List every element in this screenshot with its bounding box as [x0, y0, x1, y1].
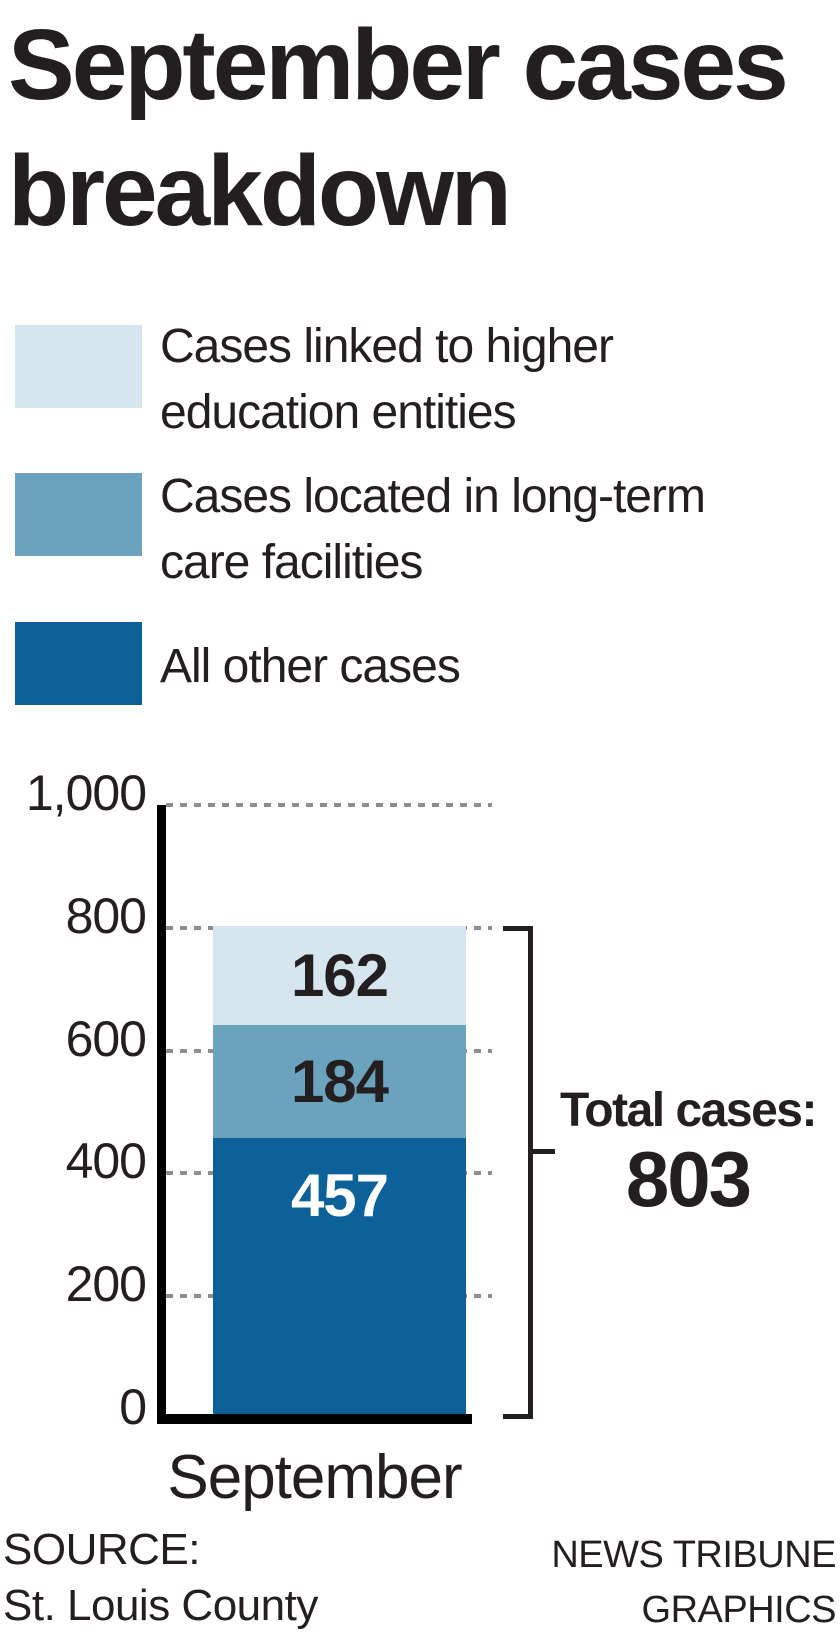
source-credit: SOURCE: St. Louis County — [3, 1522, 423, 1634]
y-axis-line — [157, 805, 166, 1424]
y-tick-label-600: 600 — [65, 1010, 147, 1067]
legend-swatch-higher-education — [15, 325, 142, 408]
legend-label-line: All other cases — [160, 640, 461, 693]
total-bracket-bottom — [503, 1414, 533, 1419]
y-tick-label-400: 400 — [65, 1133, 147, 1190]
legend-label-line: Cases located in long-term — [160, 470, 706, 523]
credit-line2: GRAPHICS — [641, 1589, 837, 1631]
graphics-credit: NEWS TRIBUNE GRAPHICS — [416, 1528, 836, 1638]
y-tick-label-0: 0 — [119, 1379, 147, 1435]
y-axis-tick-labels: 0 200 400 600 800 1,000 — [0, 0, 148, 1646]
total-bracket-tick — [528, 1149, 555, 1154]
x-axis-line — [157, 1414, 472, 1424]
y-tick-label-200: 200 — [65, 1256, 147, 1313]
source-line1: SOURCE: — [3, 1525, 200, 1574]
legend-label-line: education entities — [160, 386, 517, 439]
chart-title: September cases breakdown — [8, 2, 836, 254]
chart-title-line2: breakdown — [8, 135, 512, 247]
legend-label-long-term-care: Cases located in long-term care faciliti… — [160, 464, 820, 596]
legend-label-all-other: All other cases — [160, 634, 820, 700]
bar-segment: 457 — [213, 1138, 466, 1419]
gridline-1000 — [166, 803, 492, 807]
total-bracket-top — [503, 925, 533, 931]
bar-segment: 162 — [213, 925, 466, 1026]
category-label: September — [167, 1443, 462, 1512]
legend-label-higher-education: Cases linked to higher education entitie… — [160, 314, 820, 446]
credit-line1: NEWS TRIBUNE — [551, 1534, 836, 1576]
y-tick-label-1000: 1,000 — [25, 765, 147, 821]
legend-swatch-long-term-care — [15, 473, 142, 556]
total-value: 803 — [625, 1135, 752, 1223]
total-bracket-vertical — [528, 925, 533, 1419]
legend-swatch-all-other — [15, 622, 142, 705]
y-tick-label-800: 800 — [65, 887, 147, 944]
bar-segment: 184 — [213, 1025, 466, 1139]
chart-title-line1: September cases — [8, 9, 789, 121]
bar-value-label: 184 — [290, 1047, 389, 1115]
source-line2: St. Louis County — [3, 1581, 318, 1630]
legend-label-line: Cases linked to higher — [160, 320, 614, 373]
total-callout: Total cases: 803 — [540, 1083, 836, 1219]
legend-label-line: care facilities — [160, 536, 423, 589]
bar-value-label: 457 — [290, 1162, 389, 1230]
total-label: Total cases: — [560, 1084, 817, 1137]
stacked-bar-september: 457 184 162 — [213, 0, 466, 1646]
bar-value-label: 162 — [290, 941, 389, 1009]
